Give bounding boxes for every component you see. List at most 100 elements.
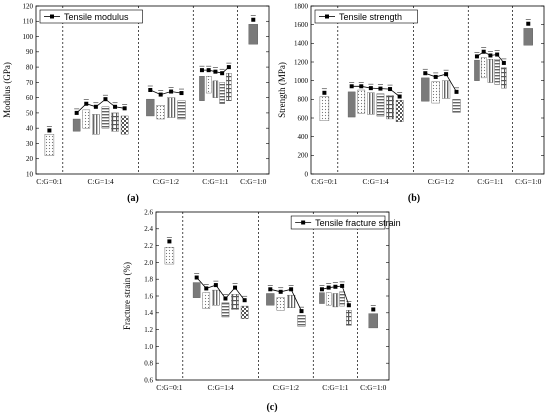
data-point <box>167 239 172 244</box>
y-tick-label: 600 <box>298 114 309 122</box>
panel-caption: (c) <box>266 402 277 413</box>
data-point <box>526 21 531 26</box>
data-point <box>206 68 211 73</box>
group-label: C:G=1:4 <box>362 177 389 186</box>
y-tick-label: 2.2 <box>144 242 153 250</box>
range-bar <box>523 28 533 46</box>
range-bar <box>386 95 394 120</box>
group-label: C:G=1:0 <box>240 177 267 186</box>
legend-box <box>290 215 386 230</box>
range-bar <box>72 118 81 132</box>
plot-frame <box>310 5 545 175</box>
range-bar <box>177 100 186 120</box>
range-bar <box>332 293 339 308</box>
legend-box <box>314 9 418 24</box>
y-tick-label: 2.6 <box>144 208 153 216</box>
range-bar <box>212 289 220 306</box>
legend-marker <box>301 220 306 225</box>
data-point <box>268 287 273 292</box>
range-bar <box>226 72 232 101</box>
data-point <box>349 84 354 89</box>
data-point <box>84 101 89 106</box>
data-point <box>122 106 127 111</box>
y-axis-label: Fracture strain (%) <box>122 262 132 330</box>
y-tick-label: 200 <box>298 152 309 160</box>
range-bar <box>480 57 487 79</box>
range-bar <box>202 292 211 309</box>
range-bar <box>421 77 430 102</box>
data-point <box>322 90 327 95</box>
data-point <box>371 307 376 312</box>
data-point <box>346 303 351 308</box>
data-point <box>158 92 163 97</box>
data-point <box>444 72 449 77</box>
legend-label: Tensile strength <box>339 12 402 22</box>
range-bar <box>325 292 332 306</box>
y-tick-label: 30 <box>26 140 34 148</box>
y-tick-label: 1400 <box>294 40 309 48</box>
data-point <box>251 17 256 22</box>
y-tick-label: 1600 <box>294 21 309 29</box>
range-bar <box>166 97 176 118</box>
y-tick-label: 60 <box>26 94 34 102</box>
data-point <box>103 97 108 102</box>
range-bar <box>156 105 165 120</box>
y-tick-label: 100 <box>23 33 34 41</box>
data-point <box>220 71 225 76</box>
y-tick-label: 70 <box>26 79 34 87</box>
y-tick-label: 1800 <box>294 2 309 10</box>
data-point <box>388 87 393 92</box>
series-line <box>270 288 302 312</box>
plot-frame <box>35 5 270 175</box>
group-label: C:G=1:4 <box>207 383 234 392</box>
group-label: C:G=1:1 <box>202 177 229 186</box>
y-tick-label: 1.0 <box>144 343 153 351</box>
data-point <box>397 94 402 99</box>
data-point <box>179 91 184 96</box>
data-point <box>368 86 373 91</box>
data-point <box>199 68 204 73</box>
y-tick-label: 0.6 <box>144 376 153 384</box>
y-axis-label: Strength (MPa) <box>277 62 287 118</box>
y-tick-label: 400 <box>298 133 309 141</box>
data-point <box>299 309 304 314</box>
range-bar <box>297 315 306 327</box>
range-bar <box>501 67 507 89</box>
group-label: C:G=1:0 <box>360 383 387 392</box>
group-label: C:G=1:2 <box>153 177 180 186</box>
y-tick-label: 10 <box>26 170 34 178</box>
range-bar <box>82 109 91 129</box>
range-bar <box>266 293 275 306</box>
y-tick-label: 0 <box>305 170 309 178</box>
data-point <box>47 128 52 133</box>
data-point <box>433 74 438 79</box>
range-bar <box>376 93 385 117</box>
data-point <box>74 110 79 115</box>
data-point <box>378 86 383 91</box>
group-label: C:G=0:1 <box>156 383 183 392</box>
data-point <box>233 285 238 290</box>
range-bar <box>494 59 500 85</box>
range-bar <box>367 92 375 115</box>
range-bar <box>347 91 356 118</box>
range-bar <box>192 282 201 298</box>
data-point <box>113 104 118 109</box>
range-bar <box>205 76 212 94</box>
range-bar <box>146 98 155 117</box>
legend-marker <box>325 14 329 19</box>
range-bar <box>221 302 230 318</box>
chart-panel-3: 0.6 0.8 1.0 1.2 1.4 1.6 1.8 2.0 2.2 2.4 2.6 Fractur… <box>122 208 401 413</box>
range-bar <box>248 24 258 45</box>
data-point <box>481 49 486 54</box>
legend-marker <box>50 14 54 19</box>
data-point <box>278 289 283 294</box>
y-tick-label: 0.8 <box>144 360 153 368</box>
data-point <box>474 54 479 59</box>
y-tick-label: 80 <box>26 63 34 71</box>
data-point <box>169 89 174 94</box>
range-bar <box>240 305 249 319</box>
y-tick-label: 90 <box>26 48 34 56</box>
range-bar <box>199 76 205 101</box>
range-bar <box>487 59 494 83</box>
data-point <box>242 298 247 303</box>
